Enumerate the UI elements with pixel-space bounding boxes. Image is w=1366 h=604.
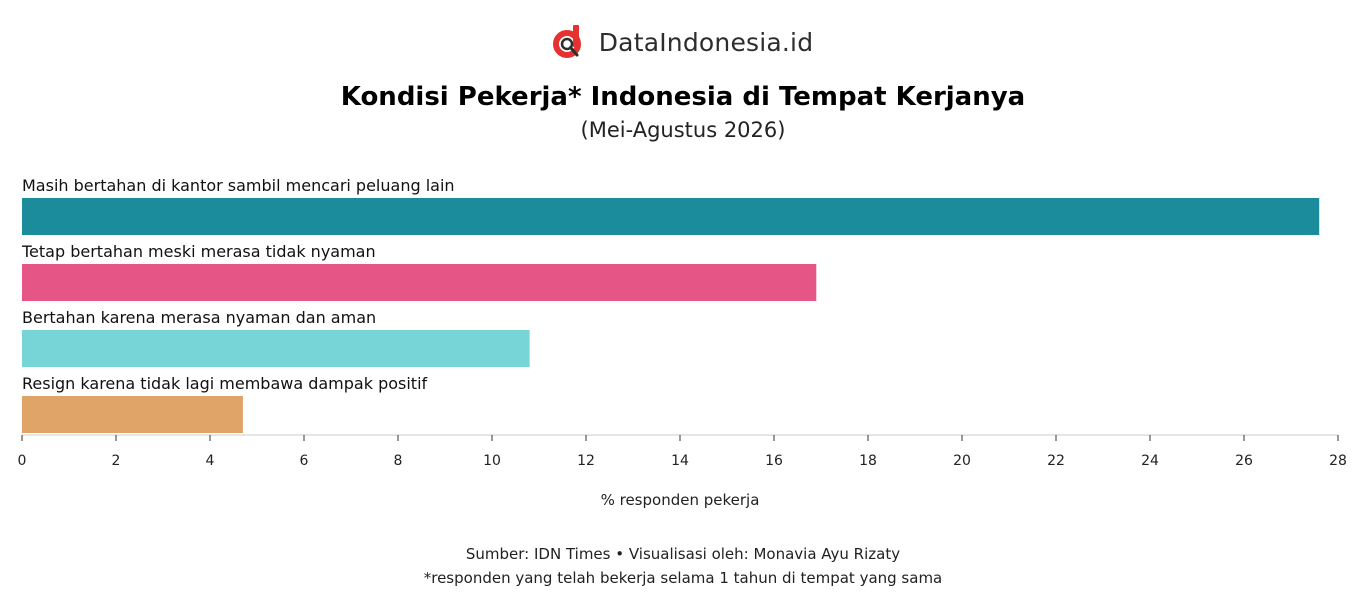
- x-tick-label: 4: [206, 453, 215, 469]
- x-tick-label: 22: [1047, 453, 1065, 469]
- x-tick-label: 8: [394, 453, 403, 469]
- x-tick-label: 0: [18, 453, 27, 469]
- bar: [22, 264, 817, 301]
- category-label: Bertahan karena merasa nyaman dan aman: [22, 308, 376, 327]
- chart-title: Kondisi Pekerja* Indonesia di Tempat Ker…: [340, 82, 1026, 112]
- x-tick-label: 24: [1141, 453, 1159, 469]
- category-label: Masih bertahan di kantor sambil mencari …: [22, 176, 455, 195]
- magnifier-d-logo-icon: [552, 25, 581, 58]
- chart-subtitle: (Mei-Agustus 2026): [580, 118, 786, 142]
- x-tick-label: 18: [859, 453, 877, 469]
- bar: [22, 330, 530, 367]
- brand-name: DataIndonesia.id: [598, 27, 814, 57]
- x-tick-label: 12: [577, 453, 595, 469]
- bar: [22, 396, 243, 433]
- bar: [22, 198, 1320, 235]
- x-tick-label: 14: [671, 453, 689, 469]
- x-tick-label: 26: [1235, 453, 1253, 469]
- source-credit: Sumber: IDN Times • Visualisasi oleh: Mo…: [465, 545, 901, 563]
- brand-header: DataIndonesia.id: [0, 24, 1366, 60]
- footnote: *responden yang telah bekerja selama 1 t…: [423, 569, 943, 587]
- x-tick-label: 6: [300, 453, 309, 469]
- x-tick-label: 10: [483, 453, 501, 469]
- bar-chart: Masih bertahan di kantor sambil mencari …: [18, 176, 1347, 509]
- category-label: Tetap bertahan meski merasa tidak nyaman: [21, 242, 376, 261]
- category-label: Resign karena tidak lagi membawa dampak …: [22, 374, 428, 393]
- x-tick-label: 16: [765, 453, 783, 469]
- x-tick-label: 2: [112, 453, 121, 469]
- x-tick-label: 20: [953, 453, 971, 469]
- x-tick-label: 28: [1329, 453, 1347, 469]
- x-axis-title: % responden pekerja: [601, 491, 760, 509]
